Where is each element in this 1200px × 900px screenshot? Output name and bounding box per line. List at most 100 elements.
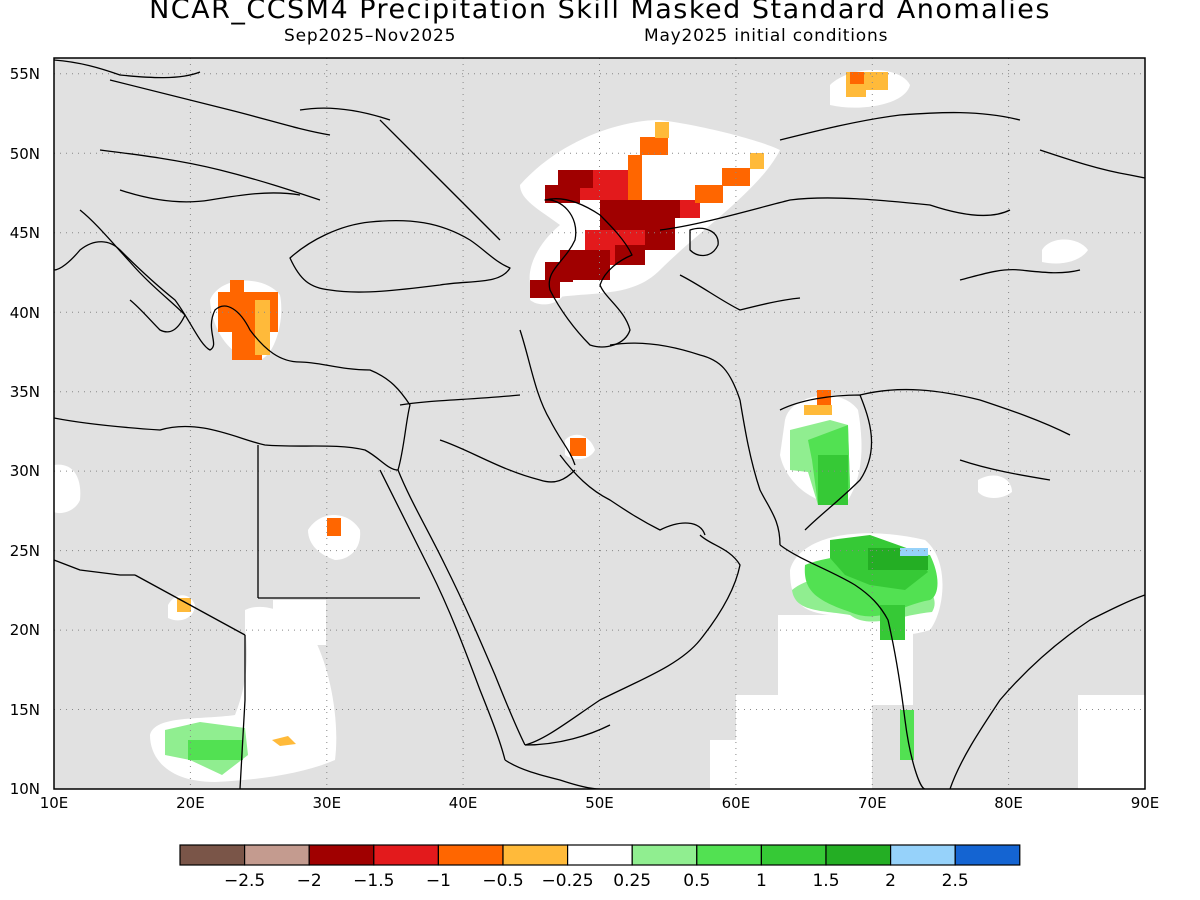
init-conditions-label: May2025 initial conditions xyxy=(644,26,889,46)
colorbar-label: 1.5 xyxy=(812,871,839,891)
border-europe-2 xyxy=(99,149,321,201)
anomaly-cell xyxy=(880,605,905,640)
neutral-area-arabian-sea-3 xyxy=(710,740,750,789)
gulf-of-aden xyxy=(524,724,611,746)
colorbar-label: 2 xyxy=(885,871,896,891)
red-sea-east xyxy=(397,469,526,746)
lat-tick-label: 45N xyxy=(10,224,40,242)
lon-tick-label: 60E xyxy=(722,794,751,812)
border-iran-turkmen xyxy=(609,342,741,401)
mediterranean-coast xyxy=(54,241,411,471)
anomaly-cell xyxy=(750,153,764,169)
border-kazakh-uzbek xyxy=(679,274,801,311)
lon-tick-label: 20E xyxy=(176,794,205,812)
border-libya-chad xyxy=(134,574,246,636)
colorbar-swatch xyxy=(502,844,569,866)
anomaly-cell xyxy=(530,280,560,298)
colorbar-label: −0.5 xyxy=(482,871,523,891)
season-label: Sep2025–Nov2025 xyxy=(284,26,457,46)
map-frame xyxy=(53,57,1146,790)
anomaly-cell xyxy=(628,155,642,171)
colorbar-swatch xyxy=(760,844,827,866)
border-belarus xyxy=(299,107,391,121)
lon-tick-label: 10E xyxy=(40,794,69,812)
colorbar-label: −2 xyxy=(297,871,322,891)
scandinavia-baltic xyxy=(54,59,201,79)
italy xyxy=(79,209,186,333)
anomaly-cell xyxy=(695,185,723,203)
anomaly-cell xyxy=(722,168,750,186)
border-china-kazakh xyxy=(959,269,1081,281)
colorbar-label: −1.5 xyxy=(353,871,394,891)
india-west-coast xyxy=(779,544,926,789)
lat-tick-label: 40N xyxy=(10,304,40,322)
anomaly-cell xyxy=(818,455,848,505)
colorbar-label: −2.5 xyxy=(224,871,265,891)
border-mongolia xyxy=(1039,149,1145,179)
border-iraq-iran xyxy=(519,329,576,466)
colorbar-swatch xyxy=(437,844,504,866)
anomaly-cell xyxy=(230,280,244,295)
neutral-area-egypt xyxy=(308,515,361,560)
caspian-sea xyxy=(544,198,633,348)
colorbar-label: −1 xyxy=(426,871,451,891)
border-chad-sudan xyxy=(239,635,246,789)
border-iran-afghan xyxy=(739,399,781,546)
lat-tick-label: 10N xyxy=(10,780,40,798)
neutral-area-sudan-block xyxy=(273,600,326,645)
colorbar-swatch xyxy=(373,844,439,866)
border-china-tibet xyxy=(859,388,1071,436)
anomaly-cell xyxy=(255,300,270,355)
anomaly-cell xyxy=(570,438,586,456)
neutral-area-china xyxy=(978,475,1012,498)
africa-horn xyxy=(504,759,601,789)
india-east-coast xyxy=(949,594,1145,789)
lon-tick-label: 30E xyxy=(313,794,342,812)
neutral-area-kazakhstan-east xyxy=(1042,239,1088,264)
anomaly-cell xyxy=(545,262,573,282)
colorbar-swatch xyxy=(631,844,698,866)
anomaly-cell xyxy=(558,170,593,188)
lat-tick-label: 35N xyxy=(10,383,40,401)
anomaly-cell xyxy=(628,170,642,200)
border-europe-1 xyxy=(109,79,331,136)
map-title: NCAR_CCSM4 Precipitation Skill Masked St… xyxy=(149,0,1051,25)
anomaly-cell xyxy=(846,85,866,97)
neutral-area-arabian-sea xyxy=(736,695,872,789)
border-russia-asia xyxy=(779,111,1021,141)
lat-tick-label: 25N xyxy=(10,542,40,560)
colorbar-label: −0.25 xyxy=(542,871,594,891)
anomaly-cell xyxy=(640,137,668,155)
black-sea xyxy=(289,219,511,293)
aral-sea xyxy=(689,227,719,257)
colorbar-swatch xyxy=(696,844,762,866)
anomaly-cell xyxy=(804,405,832,415)
border-europe-3 xyxy=(119,189,301,203)
colorbar-swatch xyxy=(179,844,246,866)
persian-gulf xyxy=(559,454,706,536)
colorbar-label: 0.5 xyxy=(683,871,710,891)
anomaly-cell xyxy=(850,72,864,84)
colorbar-swatch xyxy=(244,844,310,866)
arabia-south-coast xyxy=(524,534,741,746)
border-kazakh-russia xyxy=(659,197,1011,231)
lat-tick-label: 30N xyxy=(10,462,40,480)
wet-anomaly-cells xyxy=(165,420,938,775)
colorbar-swatch xyxy=(566,844,633,866)
lat-tick-label: 50N xyxy=(10,145,40,163)
colorbar-swatch xyxy=(954,844,1021,866)
anomaly-cell xyxy=(600,200,700,218)
anomaly-cell xyxy=(327,518,341,536)
border-russia-ukraine xyxy=(379,119,501,241)
border-afghan-pakistan xyxy=(779,394,873,531)
anomaly-cell xyxy=(188,740,243,760)
lon-tick-label: 40E xyxy=(449,794,478,812)
colorbar-label: 1 xyxy=(756,871,767,891)
lat-tick-label: 55N xyxy=(10,65,40,83)
anomaly-cell xyxy=(900,548,928,556)
latitude-axis: 10N 15N 20N 25N 30N 35N 40N 45N 50N 55N xyxy=(10,65,40,798)
lon-tick-label: 80E xyxy=(994,794,1023,812)
lat-tick-label: 20N xyxy=(10,621,40,639)
colorbar-label: 2.5 xyxy=(942,871,969,891)
